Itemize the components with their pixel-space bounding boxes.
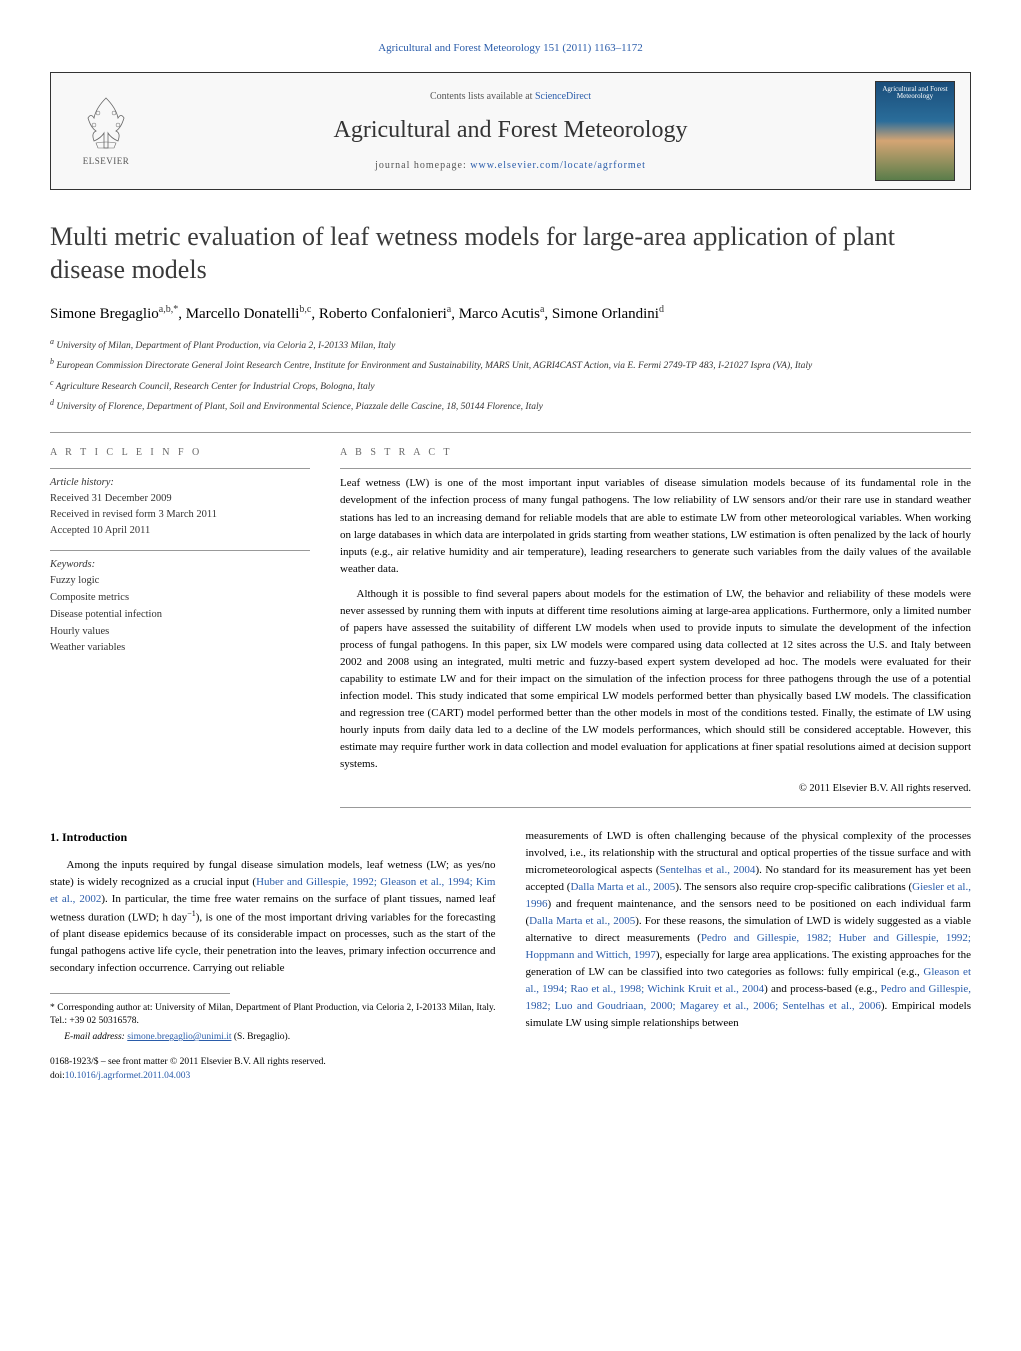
main-two-column-content: 1. Introduction Among the inputs require… xyxy=(50,828,971,1083)
info-divider xyxy=(50,468,310,469)
doi-line: doi:10.1016/j.agrformet.2011.04.003 xyxy=(50,1070,496,1083)
keyword: Composite metrics xyxy=(50,590,310,607)
header-center: Contents lists available at ScienceDirec… xyxy=(146,89,875,173)
journal-ref-link[interactable]: Agricultural and Forest Meteorology 151 … xyxy=(378,42,643,54)
author-affiliation-marker: b,c xyxy=(299,304,311,315)
affiliation-b: b European Commission Directorate Genera… xyxy=(50,356,971,373)
history-line: Accepted 10 April 2011 xyxy=(50,523,310,539)
affiliation-text: Agriculture Research Council, Research C… xyxy=(56,382,375,392)
abstract-text: Leaf wetness (LW) is one of the most imp… xyxy=(340,475,971,773)
journal-reference-line: Agricultural and Forest Meteorology 151 … xyxy=(50,40,971,57)
history-line: Received 31 December 2009 xyxy=(50,491,310,507)
email-label: E-mail address: xyxy=(64,1032,127,1042)
doi-label: doi: xyxy=(50,1071,65,1081)
doi-link[interactable]: 10.1016/j.agrformet.2011.04.003 xyxy=(65,1071,191,1081)
intro-paragraph-continued: measurements of LWD is often challenging… xyxy=(526,828,972,1033)
author-name: Marcello Donatelli xyxy=(186,306,300,322)
affiliation-text: University of Florence, Department of Pl… xyxy=(56,402,543,412)
author-affiliation-marker: a xyxy=(540,304,544,315)
affiliation-text: University of Milan, Department of Plant… xyxy=(56,341,395,351)
intro-heading: 1. Introduction xyxy=(50,828,496,847)
journal-homepage-line: journal homepage: www.elsevier.com/locat… xyxy=(166,158,855,173)
corresponding-author-note: * Corresponding author at: University of… xyxy=(50,1002,496,1029)
author-affiliation-marker: d xyxy=(659,304,664,315)
keywords-label: Keywords: xyxy=(50,557,310,573)
info-divider xyxy=(50,550,310,551)
article-title: Multi metric evaluation of leaf wetness … xyxy=(50,220,971,288)
author-name: Simone Bregaglio xyxy=(50,306,159,322)
citation-link[interactable]: Sentelhas et al., 2004 xyxy=(660,864,756,876)
elsevier-logo: ELSEVIER xyxy=(66,86,146,176)
authors-line: Simone Bregaglioa,b,*, Marcello Donatell… xyxy=(50,302,971,326)
abstract-paragraph: Leaf wetness (LW) is one of the most imp… xyxy=(340,475,971,577)
keywords-list: Fuzzy logic Composite metrics Disease po… xyxy=(50,573,310,657)
corresponding-label: * Corresponding author at: xyxy=(50,1003,153,1013)
affiliation-c: c Agriculture Research Council, Research… xyxy=(50,377,971,394)
contents-available-line: Contents lists available at ScienceDirec… xyxy=(166,89,855,104)
journal-cover-thumbnail: Agricultural and Forest Meteorology xyxy=(875,81,955,181)
doi-block: 0168-1923/$ – see front matter © 2011 El… xyxy=(50,1056,496,1083)
email-link[interactable]: simone.bregaglio@unimi.it xyxy=(127,1032,231,1042)
right-column: measurements of LWD is often challenging… xyxy=(526,828,972,1083)
footnote-divider xyxy=(50,993,230,994)
keyword: Disease potential infection xyxy=(50,607,310,624)
issn-line: 0168-1923/$ – see front matter © 2011 El… xyxy=(50,1056,496,1069)
article-info-label: A R T I C L E I N F O xyxy=(50,445,310,460)
abstract-column: A B S T R A C T Leaf wetness (LW) is one… xyxy=(340,445,971,808)
author-name: Marco Acutis xyxy=(459,306,540,322)
intro-text: ) and process-based (e.g., xyxy=(764,983,880,995)
keyword: Hourly values xyxy=(50,624,310,641)
homepage-link[interactable]: www.elsevier.com/locate/agrformet xyxy=(470,160,646,171)
history-label: Article history: xyxy=(50,475,310,491)
keyword: Fuzzy logic xyxy=(50,573,310,590)
abstract-label: A B S T R A C T xyxy=(340,445,971,460)
abstract-paragraph: Although it is possible to find several … xyxy=(340,586,971,774)
abstract-divider xyxy=(340,468,971,469)
copyright-line: © 2011 Elsevier B.V. All rights reserved… xyxy=(340,781,971,797)
intro-paragraph: Among the inputs required by fungal dise… xyxy=(50,857,496,978)
author-name: Simone Orlandini xyxy=(552,306,659,322)
affiliation-d: d University of Florence, Department of … xyxy=(50,397,971,414)
abstract-bottom-divider xyxy=(340,807,971,808)
sciencedirect-link[interactable]: ScienceDirect xyxy=(535,91,591,102)
keyword: Weather variables xyxy=(50,640,310,657)
article-history-block: Article history: Received 31 December 20… xyxy=(50,475,310,538)
history-line: Received in revised form 3 March 2011 xyxy=(50,507,310,523)
email-line: E-mail address: simone.bregaglio@unimi.i… xyxy=(50,1031,496,1044)
superscript: −1 xyxy=(187,909,196,918)
intro-text: ). The sensors also require crop-specifi… xyxy=(675,881,912,893)
cover-label: Agricultural and Forest Meteorology xyxy=(880,86,950,101)
info-abstract-row: A R T I C L E I N F O Article history: R… xyxy=(50,445,971,808)
author-affiliation-marker: a xyxy=(447,304,451,315)
email-suffix: (S. Bregaglio). xyxy=(232,1032,291,1042)
keywords-block: Keywords: Fuzzy logic Composite metrics … xyxy=(50,557,310,657)
section-divider xyxy=(50,432,971,433)
corresponding-marker: * xyxy=(173,304,178,315)
article-info-column: A R T I C L E I N F O Article history: R… xyxy=(50,445,310,808)
author-name: Roberto Confalonieri xyxy=(319,306,447,322)
left-column: 1. Introduction Among the inputs require… xyxy=(50,828,496,1083)
elsevier-label: ELSEVIER xyxy=(83,155,130,169)
journal-title: Agricultural and Forest Meteorology xyxy=(166,112,855,148)
affiliation-a: a University of Milan, Department of Pla… xyxy=(50,336,971,353)
homepage-label: journal homepage: xyxy=(375,160,470,171)
affiliation-text: European Commission Directorate General … xyxy=(56,361,812,371)
citation-link[interactable]: Dalla Marta et al., 2005 xyxy=(529,915,635,927)
journal-header-box: ELSEVIER Contents lists available at Sci… xyxy=(50,72,971,190)
author-affiliation-marker: a,b, xyxy=(159,304,173,315)
citation-link[interactable]: Dalla Marta et al., 2005 xyxy=(570,881,675,893)
elsevier-tree-icon xyxy=(76,93,136,153)
contents-text: Contents lists available at xyxy=(430,91,535,102)
